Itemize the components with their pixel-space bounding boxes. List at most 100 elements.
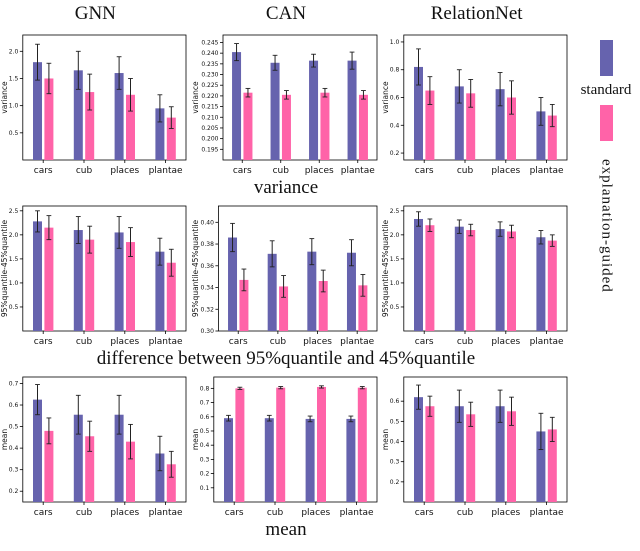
chart-gnn-mean: 0.2 0.3 0.4 0.5 0.6 0.7 mean cars cub places plant… (0, 371, 190, 519)
svg-text:places: places (492, 508, 521, 518)
svg-text:0.36: 0.36 (200, 263, 214, 270)
svg-text:0.4: 0.4 (9, 445, 19, 452)
svg-text:0.5: 0.5 (9, 130, 19, 137)
svg-text:0.225: 0.225 (201, 82, 218, 89)
svg-text:0.6: 0.6 (390, 95, 400, 102)
svg-text:cub: cub (457, 337, 474, 347)
svg-text:cub: cub (76, 166, 93, 176)
svg-text:0.5: 0.5 (9, 424, 19, 431)
svg-text:0.2: 0.2 (199, 471, 209, 478)
svg-text:0.40: 0.40 (200, 219, 214, 226)
svg-text:0.6: 0.6 (199, 414, 209, 421)
svg-text:2.0: 2.0 (9, 232, 19, 239)
svg-text:0.245: 0.245 (201, 39, 218, 46)
chart-gnn-quantile-difference: 0.5 1.0 1.5 2.0 2.5 95%quantile-45%quantile ca… (0, 200, 190, 348)
svg-text:cub: cub (457, 508, 474, 518)
svg-text:cars: cars (415, 337, 434, 347)
svg-text:0.210: 0.210 (201, 114, 218, 121)
svg-text:cars: cars (415, 508, 434, 518)
svg-text:places: places (492, 166, 521, 176)
svg-text:0.30: 0.30 (200, 328, 214, 335)
svg-text:0.2: 0.2 (9, 488, 19, 495)
svg-text:1.0: 1.0 (9, 280, 19, 287)
svg-text:95%quantile-45%quantile: 95%quantile-45%quantile (0, 220, 9, 318)
svg-text:0.200: 0.200 (201, 136, 218, 143)
chart-can-quantile-difference: 0.30 0.32 0.34 0.36 0.38 0.40 95%quantile-45%q… (191, 200, 381, 348)
svg-text:95%quantile-45%quantile: 95%quantile-45%quantile (191, 220, 200, 318)
svg-text:0.220: 0.220 (201, 93, 218, 100)
svg-text:2.5: 2.5 (9, 208, 19, 215)
row-variance: 0.5 1.0 1.5 2.0 variance cars cub places plantae… (0, 29, 572, 177)
chart-relationnet-quantile-difference: 0.5 1.0 1.5 2.0 2.5 95%quantile-45%quantile ca… (381, 200, 571, 348)
legend-label-standard: standard (580, 82, 632, 98)
svg-text:0.235: 0.235 (201, 61, 218, 68)
svg-text:1.5: 1.5 (9, 75, 19, 82)
svg-text:0.230: 0.230 (201, 72, 218, 79)
svg-text:0.1: 0.1 (199, 485, 209, 492)
svg-text:plantae: plantae (340, 337, 374, 347)
svg-text:places: places (303, 337, 332, 347)
svg-text:plantae: plantae (149, 508, 183, 518)
svg-text:2.0: 2.0 (9, 48, 19, 55)
svg-text:0.4: 0.4 (390, 439, 400, 446)
svg-text:0.7: 0.7 (199, 400, 209, 407)
svg-text:mean: mean (381, 429, 390, 451)
svg-text:cars: cars (224, 508, 243, 518)
svg-text:1.5: 1.5 (9, 256, 19, 263)
svg-text:plantae: plantae (530, 508, 564, 518)
svg-text:places: places (110, 337, 139, 347)
chart-gnn-variance: 0.5 1.0 1.5 2.0 variance cars cub places plantae (0, 29, 190, 177)
svg-text:cub: cub (272, 166, 289, 176)
svg-text:2.5: 2.5 (390, 208, 400, 215)
svg-text:mean: mean (0, 429, 9, 451)
col-title-relationnet: RelationNet (430, 3, 523, 24)
svg-text:0.6: 0.6 (9, 402, 19, 409)
row-mean: 0.2 0.3 0.4 0.5 0.6 0.7 mean cars cub places plant… (0, 371, 572, 519)
col-title-can: CAN (265, 3, 307, 24)
svg-text:plantae: plantae (530, 166, 564, 176)
svg-text:1.5: 1.5 (390, 256, 400, 263)
legend-swatch-standard (599, 40, 613, 76)
svg-text:0.2: 0.2 (390, 479, 400, 486)
column-titles: GNN CAN RelationNet (0, 0, 572, 29)
svg-text:places: places (301, 508, 330, 518)
svg-text:0.34: 0.34 (200, 285, 214, 292)
chart-can-mean: 0.1 0.2 0.3 0.4 0.5 0.6 0.7 0.8 mean cars cub place… (191, 371, 381, 519)
svg-text:0.5: 0.5 (390, 418, 400, 425)
svg-text:0.2: 0.2 (390, 150, 400, 157)
svg-text:mean: mean (191, 429, 200, 451)
svg-text:cars: cars (34, 166, 53, 176)
legend: standard explanation-guided (574, 36, 638, 295)
svg-text:cars: cars (228, 337, 247, 347)
svg-text:0.195: 0.195 (201, 146, 218, 153)
svg-text:2.0: 2.0 (390, 232, 400, 239)
row-quantile-difference: 0.5 1.0 1.5 2.0 2.5 95%quantile-45%quantile ca… (0, 200, 572, 348)
svg-text:0.5: 0.5 (390, 304, 400, 311)
svg-text:0.5: 0.5 (9, 304, 19, 311)
svg-text:variance: variance (381, 81, 390, 114)
svg-text:plantae: plantae (530, 337, 564, 347)
svg-text:0.32: 0.32 (200, 306, 214, 313)
svg-text:0.3: 0.3 (390, 459, 400, 466)
legend-swatch-explanation-guided (599, 105, 613, 141)
svg-text:0.7: 0.7 (9, 380, 19, 387)
svg-text:1.0: 1.0 (390, 280, 400, 287)
svg-text:0.4: 0.4 (199, 442, 209, 449)
svg-text:cars: cars (34, 508, 53, 518)
svg-text:0.38: 0.38 (200, 241, 214, 248)
svg-text:plantae: plantae (149, 337, 183, 347)
svg-text:places: places (110, 508, 139, 518)
svg-text:cub: cub (76, 508, 93, 518)
chart-can-variance: 0.195 0.200 0.205 0.210 0.215 0.220 0.225 0.230… (191, 29, 381, 177)
charts-area: GNN CAN RelationNet 0.5 1.0 1.5 2.0 variance… (0, 0, 572, 540)
svg-text:places: places (110, 166, 139, 176)
svg-text:0.205: 0.205 (201, 125, 218, 132)
svg-text:places: places (304, 166, 333, 176)
svg-text:1.0: 1.0 (390, 39, 400, 46)
svg-text:0.5: 0.5 (199, 428, 209, 435)
svg-text:0.8: 0.8 (390, 67, 400, 74)
legend-label-explanation-guided: explanation-guided (598, 159, 615, 293)
svg-text:95%quantile-45%quantile: 95%quantile-45%quantile (381, 220, 390, 318)
svg-text:0.240: 0.240 (201, 50, 218, 57)
